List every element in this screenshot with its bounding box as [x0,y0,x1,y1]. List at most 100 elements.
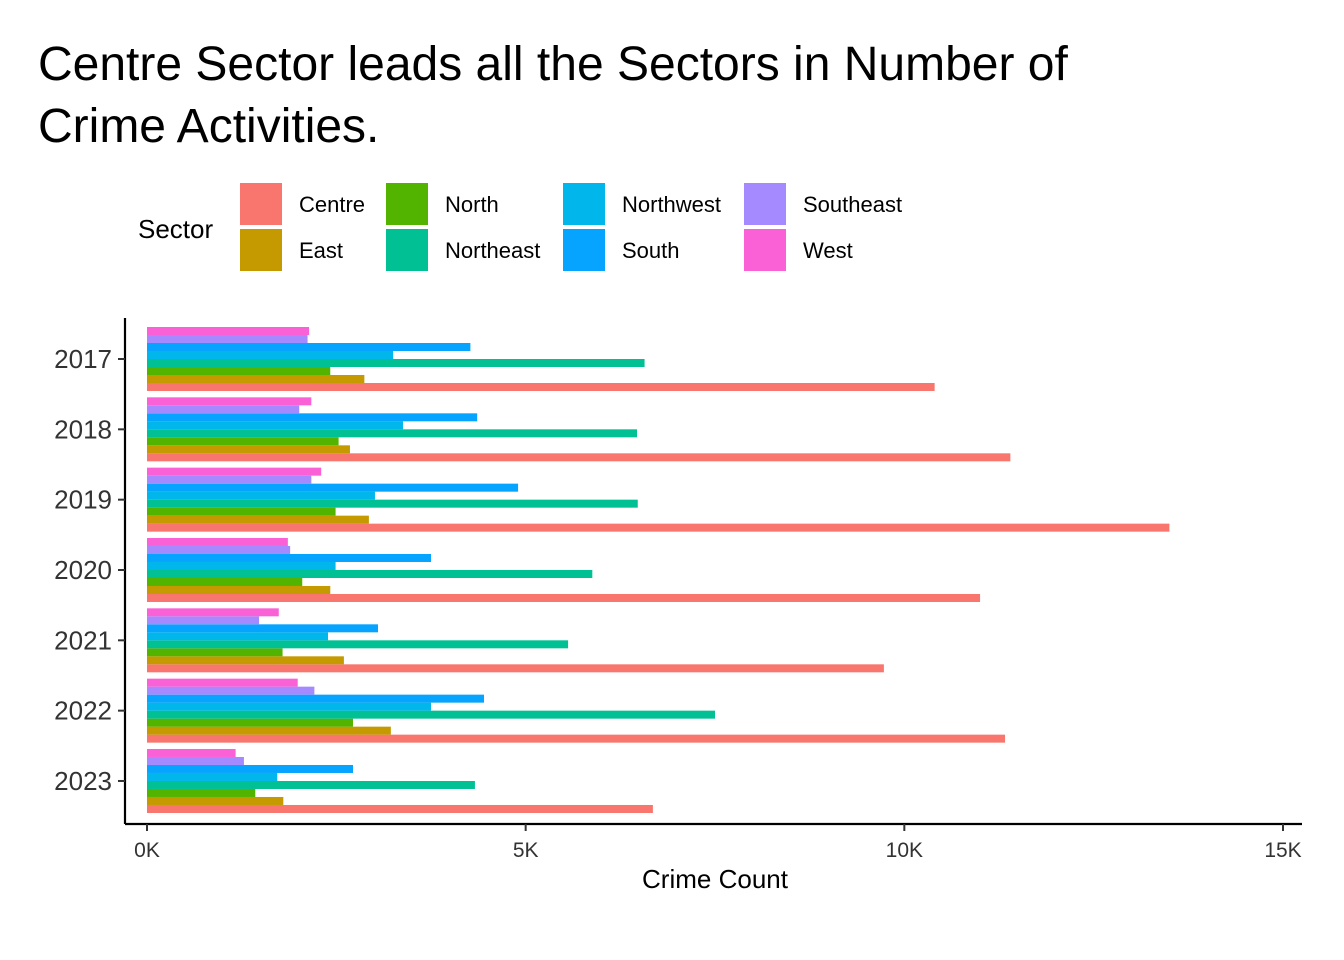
bar-2021-west [147,608,279,617]
legend-item-north: North [386,183,499,225]
bar-2023-east [147,796,284,805]
bar-2018-south [147,413,478,422]
bar-2019-south [147,483,519,492]
legend-label-west: West [803,238,853,263]
bar-2019-northeast [147,499,638,508]
bar-2018-centre [147,453,1011,462]
bar-2023-northeast [147,780,475,789]
bar-2020-north [147,577,303,586]
bar-2018-northeast [147,429,637,438]
bar-2023-centre [147,804,653,813]
y-tick-label-2020: 2020 [54,555,112,585]
y-tick-label-2023: 2023 [54,766,112,796]
bar-2018-east [147,445,350,454]
bar-group-2020 [147,537,981,602]
legend-label-centre: Centre [299,192,365,217]
bar-2023-west [147,748,236,757]
x-tick-label-1: 5K [513,839,539,862]
bar-2017-east [147,375,365,383]
bar-2020-southeast [147,545,291,554]
bar-group-2018 [147,397,1011,462]
bar-2019-northwest [147,491,375,500]
legend-item-northwest: Northwest [563,183,721,225]
bar-2019-southeast [147,475,312,484]
legend-item-southeast: Southeast [744,183,902,225]
legend-key-south [563,229,605,271]
x-tick-label-0: 0K [134,839,160,862]
legend-key-northeast [386,229,428,271]
bar-2018-west [147,397,312,406]
legend-item-east: East [240,229,343,271]
bar-2018-northwest [147,421,403,430]
bars [147,327,1170,813]
x-axis-title: Crime Count [642,864,789,894]
bar-2021-south [147,624,378,633]
x-tick-label-3: 15K [1264,839,1301,862]
bar-2022-northeast [147,710,715,719]
legend-key-southeast [744,183,786,225]
legend-item-centre: Centre [240,183,365,225]
legend: Sector Centre East North Northeast Northwest… [138,183,902,271]
bar-2021-northeast [147,640,569,649]
bar-2023-southeast [147,756,244,765]
legend-item-south: South [563,229,680,271]
bar-group-2019 [147,467,1170,532]
bar-2022-southeast [147,686,315,695]
bar-2021-centre [147,664,884,673]
bar-2020-centre [147,593,981,602]
y-tick-label-2022: 2022 [54,696,112,726]
bar-2019-centre [147,523,1170,532]
legend-key-northwest [563,183,605,225]
legend-label-south: South [622,238,680,263]
bar-2017-northwest [147,351,394,359]
chart-title-line-2: Crime Activities. [38,100,379,153]
bar-2022-east [147,726,391,735]
legend-label-southeast: Southeast [803,192,902,217]
legend-label-east: East [299,238,343,263]
bar-2020-east [147,585,331,594]
bar-2021-north [147,648,283,657]
bar-2022-north [147,718,353,727]
chart-title: Centre Sector leads all the Sectors in N… [38,38,1068,153]
y-tick-label-2019: 2019 [54,485,112,515]
bar-group-2023 [147,748,653,813]
bar-group-2022 [147,678,1006,743]
bar-2021-southeast [147,616,260,625]
bar-2022-centre [147,734,1006,743]
bar-2022-south [147,694,485,703]
legend-label-northeast: Northeast [445,238,540,263]
bar-2020-south [147,553,431,562]
bar-2022-northwest [147,702,431,711]
x-tick-label-2: 10K [886,839,923,862]
bar-2021-northwest [147,632,329,641]
bar-2018-southeast [147,405,300,414]
bar-group-2021 [147,608,884,673]
chart-title-line-1: Centre Sector leads all the Sectors in N… [38,38,1068,91]
legend-label-northwest: Northwest [622,192,721,217]
legend-key-north [386,183,428,225]
bar-2018-north [147,437,339,446]
bar-2023-south [147,764,353,773]
bar-2023-northwest [147,772,278,781]
legend-title: Sector [138,214,213,244]
bar-2017-centre [147,383,935,391]
bar-2019-north [147,507,336,516]
legend-key-west [744,229,786,271]
bar-2023-north [147,788,256,797]
y-tick-label-2021: 2021 [54,625,112,655]
legend-key-centre [240,183,282,225]
bar-2020-west [147,537,288,546]
bar-group-2017 [147,327,935,391]
bar-2017-west [147,327,310,335]
legend-label-north: North [445,192,499,217]
bar-2017-northeast [147,359,645,367]
legend-item-northeast: Northeast [386,229,540,271]
bar-2022-west [147,678,298,687]
bar-2017-southeast [147,335,308,343]
bar-2019-east [147,515,369,524]
y-tick-label-2017: 2017 [54,344,112,374]
y-tick-label-2018: 2018 [54,414,112,444]
legend-item-west: West [744,229,853,271]
bar-2020-northeast [147,569,593,578]
